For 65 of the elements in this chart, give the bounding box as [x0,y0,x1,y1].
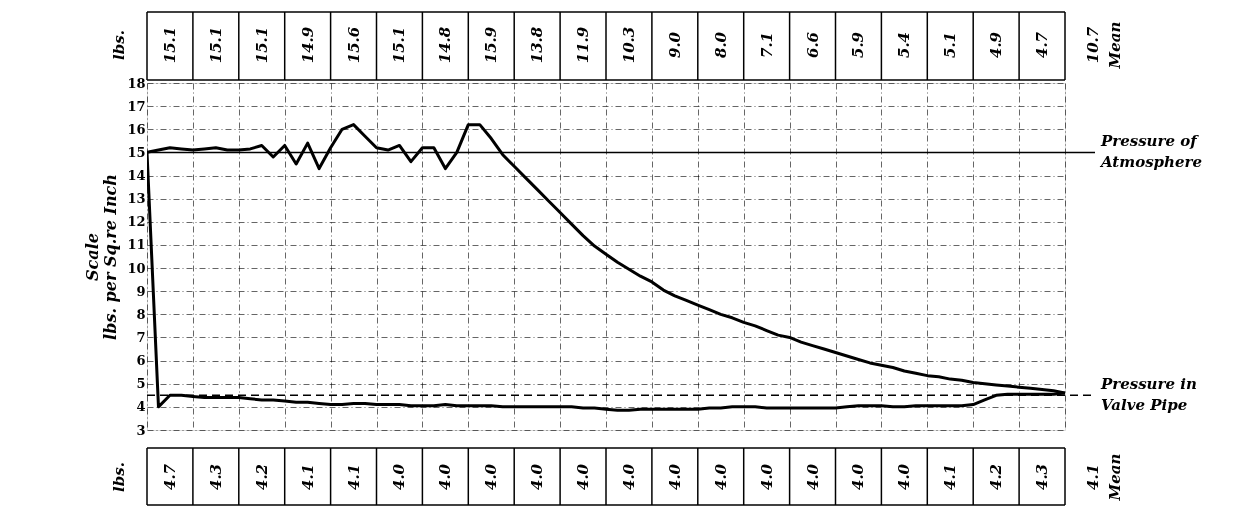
y-tick-label: 17 [127,98,146,114]
y-tick-label: 11 [127,237,146,253]
text: 14.8 [436,26,455,64]
y-tick-label: 6 [136,353,146,369]
text: 4.0 [390,463,409,491]
text: 4.9 [987,31,1006,59]
y-tick-label: 18 [127,75,146,91]
y-tick-label: 16 [127,121,146,137]
text: 4.0 [528,463,547,491]
y-tick-label: 14 [127,168,146,184]
y-tick-label: 4 [136,399,146,415]
text: 4.0 [619,463,638,491]
text: 6.6 [803,31,822,59]
y-axis-title: Scale lbs. per Sq.re Inch [83,174,121,340]
text: 14.9 [298,26,317,64]
y-tick-label: 3 [136,422,146,438]
text: 15.1 [206,26,225,64]
text: 4.3 [206,463,225,491]
ref-line-label: Pressure in Valve Pipe [1100,375,1197,415]
text: 4.0 [665,463,684,491]
text: 4.1 [298,463,317,491]
text: 15.1 [390,26,409,64]
text: 7.1 [757,31,776,59]
y-tick-label: 8 [136,306,146,322]
text: 4.0 [711,463,730,491]
text: 10.7 [1083,26,1102,64]
text: 4.0 [482,463,501,491]
text: 5.1 [941,31,960,59]
text: 5.9 [849,31,868,59]
text: 15.6 [344,26,363,64]
text: 8.0 [711,31,730,59]
text: 4.0 [436,463,455,491]
text: 4.1 [344,463,363,491]
text: 4.0 [757,463,776,491]
y-tick-label: 7 [136,329,146,345]
text: 4.0 [574,463,593,491]
text: 4.7 [160,463,179,491]
text: 4.3 [1033,463,1052,491]
text: lbs. [110,30,129,60]
y-tick-label: 9 [136,283,146,299]
y-tick-label: 13 [127,191,146,207]
y-tick-label: 10 [127,260,146,276]
text: 4.0 [803,463,822,491]
text: 4.1 [1083,463,1102,491]
text: Mean [1106,21,1125,70]
text: 11.9 [574,26,593,64]
text: 4.1 [941,463,960,491]
y-tick-label: 15 [127,144,146,160]
text: 13.8 [528,26,547,64]
text: Mean [1106,453,1125,502]
text: 4.2 [987,463,1006,491]
text: 4.2 [252,463,271,491]
y-tick-label: 5 [136,376,146,392]
y-tick-label: 12 [127,214,146,230]
text: 15.1 [160,26,179,64]
text: 4.7 [1033,31,1052,59]
text: 15.1 [252,26,271,64]
ref-line-label: Pressure of Atmosphere [1099,132,1203,172]
text: 4.0 [849,463,868,491]
text: 4.0 [895,463,914,491]
text: 15.9 [482,26,501,64]
text: 10.3 [619,26,638,64]
text: 9.0 [665,31,684,59]
text: 5.4 [895,31,914,59]
text: lbs. [110,462,129,492]
